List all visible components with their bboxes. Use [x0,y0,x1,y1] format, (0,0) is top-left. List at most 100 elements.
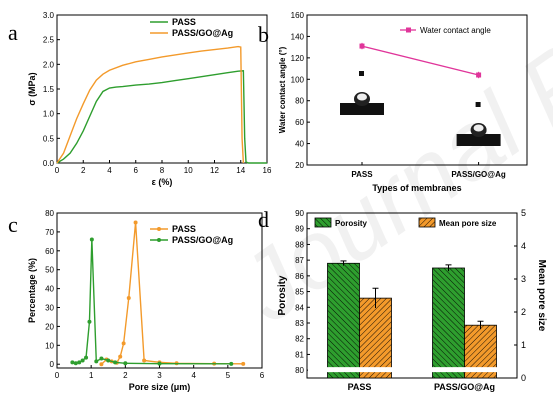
panel-c-series-line [72,239,232,365]
panel-d-y2-tick-label: 5 [521,208,526,218]
panel-b-plot-frame [306,14,528,166]
panel-d-legend-label: Porosity [335,219,368,228]
panel-c-series-line-point [80,358,85,363]
panel-a-x-tick-label: 16 [263,166,272,175]
panel-b-x-tick-label: PASS [351,170,373,179]
panel-c-x-tick-label: 0 [55,371,60,380]
panel-d-y2-tick-label: 0 [521,373,526,383]
panel-d-y-axis-label: Porosity [277,275,288,315]
panel-b: 20 40 60 80 100 120 140 160 PASS PASS/GO@Ag Types … [278,11,528,193]
panel-d-y2-tick-label: 4 [521,241,526,251]
panel-c-series-line-point [229,361,234,366]
panel-b-y-tick-label: 140 [291,32,305,41]
panel-c-y-tick-label: 80 [45,209,54,218]
panel-c-series-line-point [157,361,162,366]
panel-c-x-tick-label: 6 [260,371,265,380]
panel-b-droplet-pass-substrate [340,103,384,115]
panel-c-x-axis-label: Pore size (μm) [129,382,191,392]
panel-c-y-tick-label: 50 [45,266,54,275]
panel-c-x-tick-label: 1 [89,371,94,380]
panel-b-point [476,72,482,78]
panel-a-y-tick-label: 0.5 [43,134,55,143]
panel-c-series-line-point [84,355,89,360]
panel-c-y-tick-label: 10 [45,341,54,350]
panel-b-droplet-pass-go-ag-needle [475,102,481,107]
panel-a-y-tick-label: 3.0 [43,11,55,20]
panel-b-y-tick-label: 80 [295,97,304,106]
panel-c-series-line-point [126,296,131,301]
panel-b-droplet-pass-go-ag-highlight [473,124,484,132]
panel-c-legend-marker [157,238,161,242]
panel-d-y2-tick-label: 1 [521,340,526,350]
panel-d-y-tick-label: 84 [295,303,304,312]
panel-label-b: b [258,22,269,47]
panel-c-y-axis-label: Percentage (%) [27,258,37,323]
panel-a-x-tick-label: 4 [107,166,112,175]
panel-c-x-tick-label: 2 [123,371,128,380]
panel-c-series-line-point [87,319,92,324]
panel-c-series-line-point [123,361,128,366]
panel-a: 0 2 4 6 8 10 12 14 16 0.0 0.5 1.0 1.5 2.0 2.5 3.0 ε (%) σ… [27,11,272,187]
panel-c-y-tick-label: 70 [45,228,54,237]
panel-b-droplet-pass-go-ag-substrate [456,134,501,146]
panel-a-x-tick-label: 12 [210,166,219,175]
panel-c-series-line-point [94,359,99,364]
panel-c-legend-label: PASS/GO@Ag [172,235,233,245]
panel-c-x-tick-label: 5 [226,371,231,380]
panel-d-y2-axis-label: Mean pore size [536,260,547,332]
panel-c-series-line-point [77,360,82,365]
panel-c-series-line-point [99,356,104,361]
panel-d-y2-tick-label: 2 [521,307,526,317]
panel-b-point [359,43,365,49]
panel-c-series-line-point [70,360,75,365]
panel-d-y-tick-label: 86 [295,272,304,281]
panel-label-c: c [8,212,18,237]
panel-d: 80 81 82 83 84 85 86 87 88 89 90 0 1 2 3 4 5 Porosity Mean… [277,208,547,392]
panel-label-d: d [258,207,269,232]
panel-c-x-tick-label: 4 [191,371,196,380]
panel-c-y-tick-label: 30 [45,304,54,313]
panel-a-x-tick-label: 2 [81,166,86,175]
panel-d-axis-break [308,367,516,373]
panel-a-x-tick-label: 0 [55,166,60,175]
panel-d-y2-tick-label: 3 [521,274,526,284]
panel-d-x-tick-label: PASS [348,382,372,392]
panel-c-series-line-point [118,354,123,359]
panel-b-series-line [361,45,479,76]
panel-d-bar [359,297,392,379]
panel-a-series-line [56,69,267,164]
panel-a-x-tick-label: 8 [160,166,165,175]
panel-d-y-tick-label: 88 [295,240,304,249]
panel-d-y-tick-label: 90 [295,209,304,218]
panel-a-legend-label: PASS [172,17,196,27]
panel-b-y-tick-label: 60 [295,118,304,127]
panel-d-legend-swatch [314,217,332,228]
panel-a-y-tick-label: 1.0 [43,110,55,119]
panel-c-y-tick-label: 40 [45,285,54,294]
panel-b-legend-marker [406,27,411,33]
panel-d-y-tick-label: 83 [295,319,304,328]
panel-label-a: a [8,20,18,45]
panel-c-x-tick-label: 3 [157,371,162,380]
panel-c-legend-label: PASS [172,224,196,234]
panel-c-series-line-point [106,358,111,363]
panel-c-y-tick-label: 0 [50,360,55,369]
panel-a-y-tick-label: 0.0 [43,159,55,168]
panel-d-bar [432,267,465,379]
panel-b-y-tick-label: 100 [291,75,305,84]
panel-c-series-line-point [121,341,126,346]
panel-b-y-tick-label: 160 [291,11,305,20]
panel-c-series-line-point [89,237,94,242]
panel-d-legend-label: Mean pore size [439,219,497,228]
panel-d-y-tick-label: 89 [295,225,304,234]
panel-b-y-tick-label: 20 [295,161,304,170]
panel-a-x-axis-label: ε (%) [152,177,173,187]
panel-b-x-tick-label: PASS/GO@Ag [451,170,505,179]
panel-b-y-axis-label: Water contact angle (°) [278,46,287,133]
panel-d-y-tick-label: 80 [295,366,304,375]
panel-d-bar [327,262,360,379]
panel-a-y-tick-label: 1.5 [43,85,55,94]
panel-d-y-tick-label: 87 [295,256,304,265]
panel-a-series-line [56,45,245,164]
